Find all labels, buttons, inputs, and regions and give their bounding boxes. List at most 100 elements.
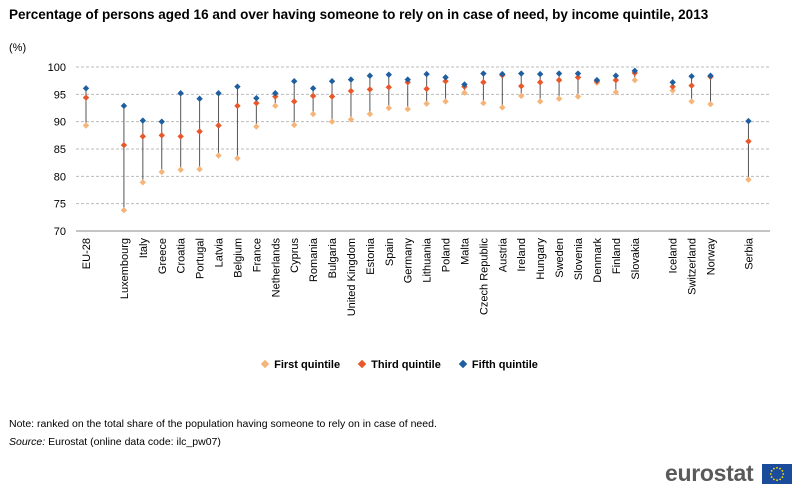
data-point-third — [536, 79, 544, 86]
data-point-first — [745, 176, 752, 183]
legend-item-fifth: Fifth quintile — [458, 359, 538, 371]
data-point-fifth — [196, 95, 203, 102]
data-point-fifth — [423, 70, 430, 78]
data-point-first — [499, 104, 506, 111]
data-point-first — [536, 98, 544, 105]
data-point-third — [120, 141, 128, 149]
x-tick-label: Latvia — [214, 237, 226, 267]
data-point-third — [442, 78, 449, 85]
x-tick-label: Lithuania — [422, 237, 434, 283]
data-point-fifth — [309, 85, 317, 92]
data-point-fifth — [404, 76, 411, 83]
chart-note: Note: ranked on the total share of the p… — [9, 418, 437, 430]
eu-flag-icon — [761, 463, 792, 484]
legend-label-fifth: Fifth quintile — [471, 359, 538, 371]
data-point-first — [309, 110, 317, 118]
data-point-first — [461, 89, 468, 96]
data-point-fifth — [442, 74, 449, 81]
data-point-fifth — [272, 90, 279, 97]
data-point-third — [215, 122, 222, 129]
x-tick-label: Finland — [611, 238, 623, 274]
data-point-first — [215, 152, 222, 159]
data-point-first — [120, 207, 128, 214]
data-point-fifth — [574, 70, 582, 77]
y-tick-label: 80 — [54, 171, 66, 183]
x-tick-label: Italy — [138, 238, 150, 259]
data-point-fifth — [518, 70, 525, 77]
data-point-fifth — [688, 73, 695, 80]
legend-item-third: Third quintile — [357, 359, 441, 371]
data-point-third — [612, 76, 620, 84]
data-point-fifth — [593, 76, 601, 84]
legend-marker-third — [357, 359, 367, 369]
data-point-first — [442, 98, 449, 105]
x-tick-label: Iceland — [668, 238, 680, 273]
data-point-third — [328, 93, 336, 100]
data-point-fifth — [158, 118, 165, 125]
x-tick-label: Denmark — [592, 238, 604, 283]
x-tick-label: Spain — [384, 238, 396, 266]
legend: First quintile Third quintile Fifth quin… — [0, 359, 800, 371]
data-point-first — [158, 168, 165, 176]
x-tick-label: EU-28 — [81, 238, 93, 269]
x-tick-label: Ireland — [516, 238, 528, 272]
data-point-fifth — [536, 70, 544, 78]
data-point-fifth — [707, 72, 714, 79]
data-point-fifth — [139, 117, 147, 124]
data-point-third — [366, 86, 374, 93]
data-point-fifth — [328, 78, 336, 85]
x-tick-label: Netherlands — [270, 238, 282, 298]
data-point-first — [707, 100, 714, 108]
data-point-first — [612, 88, 620, 96]
data-point-third — [177, 133, 184, 140]
y-tick-label: 90 — [54, 117, 66, 129]
data-point-third — [518, 82, 525, 90]
data-point-third — [555, 76, 563, 84]
data-point-third — [423, 85, 430, 93]
data-point-fifth — [215, 90, 222, 97]
data-point-first — [631, 76, 638, 84]
x-tick-label: Malta — [459, 237, 471, 265]
x-tick-label: Slovakia — [630, 237, 642, 279]
x-tick-label: Belgium — [232, 238, 244, 278]
data-point-fifth — [461, 81, 468, 88]
data-point-first — [404, 105, 411, 113]
data-point-third — [574, 74, 582, 81]
data-point-fifth — [177, 90, 184, 97]
x-tick-label: Norway — [706, 238, 718, 276]
x-tick-label: Poland — [441, 238, 453, 272]
data-point-fifth — [612, 72, 620, 79]
data-point-fifth — [253, 94, 260, 102]
y-tick-label: 70 — [54, 226, 66, 238]
data-point-first — [196, 166, 203, 173]
x-tick-label: Switzerland — [687, 238, 699, 295]
logo-text: eurostat — [665, 460, 754, 486]
data-point-third — [291, 98, 298, 105]
y-tick-label: 75 — [54, 199, 66, 211]
chart-source: Source: Eurostat (online data code: ilc_… — [9, 436, 221, 448]
data-point-fifth — [631, 67, 638, 75]
y-tick-label: 85 — [54, 144, 66, 156]
data-point-fifth — [234, 83, 241, 90]
chart-title: Percentage of persons aged 16 and over h… — [9, 7, 709, 22]
x-tick-label: Sweden — [554, 238, 566, 278]
data-point-first — [518, 92, 525, 100]
x-tick-label: United Kingdom — [346, 238, 358, 316]
data-point-third — [196, 128, 203, 135]
data-point-first — [385, 104, 392, 112]
data-point-fifth — [555, 70, 563, 77]
data-point-first — [480, 99, 487, 107]
source-label: Source: — [9, 436, 46, 448]
data-point-fifth — [480, 70, 487, 77]
data-point-first — [669, 87, 676, 94]
legend-marker-first — [260, 359, 270, 369]
y-tick-label: 95 — [54, 89, 66, 101]
data-point-first — [328, 118, 336, 125]
data-point-third — [688, 82, 695, 89]
data-point-fifth — [347, 76, 355, 83]
legend-label-third: Third quintile — [371, 359, 441, 371]
data-point-third — [309, 92, 317, 100]
x-tick-label: Germany — [403, 238, 415, 284]
data-point-third — [158, 132, 165, 139]
